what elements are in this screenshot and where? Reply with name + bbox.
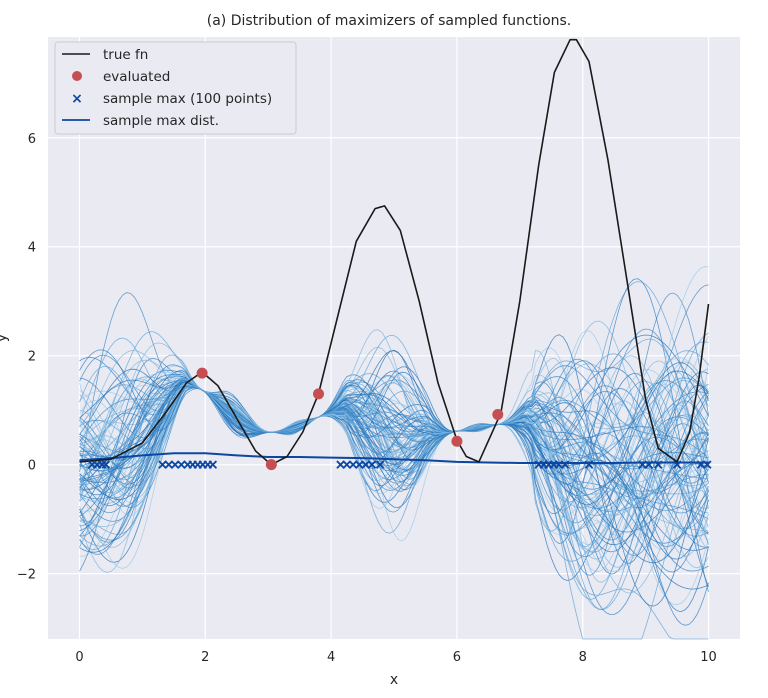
evaluated-point (492, 409, 504, 421)
y-tick-label: 4 (28, 241, 36, 256)
sample-max-marker (554, 460, 564, 469)
y-tick-label: 6 (28, 132, 36, 147)
legend-evaluated-dot (72, 71, 82, 81)
x-tick-label: 2 (201, 650, 209, 665)
legend-label-evaluated: evaluated (103, 69, 170, 85)
sample-path (79, 378, 709, 546)
sample-max-marker (653, 460, 663, 469)
sample-max-marker (367, 460, 377, 469)
sample-path (79, 374, 709, 537)
sample-path (79, 378, 709, 516)
sample-max-marker (355, 460, 364, 469)
sample-max-marker (560, 460, 570, 469)
sample-max-marker (584, 460, 594, 469)
legend-label-sample-max-dist: sample max dist. (103, 113, 219, 129)
sample-max-stroke (208, 460, 218, 469)
sample-max-marker (336, 460, 345, 469)
sample-path (79, 349, 709, 583)
sample-max-marker (644, 460, 654, 469)
y-tick-label: 0 (28, 459, 36, 474)
x-tick-label: 0 (75, 650, 83, 665)
legend-sample-max-x: × (71, 91, 83, 107)
sample-max-stroke (375, 460, 385, 469)
sample-max-stroke (336, 460, 345, 469)
sample-path (79, 380, 709, 514)
axis-ticks: 0 2 4 6 8 10 −2 0 2 4 6 (17, 132, 717, 665)
chart-title: (a) Distribution of maximizers of sample… (207, 13, 572, 29)
sample-max-stroke (348, 460, 358, 469)
x-tick-label: 4 (327, 650, 335, 665)
sample-max-marker (158, 460, 167, 469)
chart-marks (79, 38, 712, 471)
sample-max-marker (170, 460, 180, 469)
sample-max-stroke (158, 460, 167, 469)
sample-path (79, 375, 709, 607)
sample-max-stroke (584, 460, 594, 469)
sample-max-marker (375, 460, 385, 469)
sample-max-marker (164, 460, 174, 469)
sample-path (79, 349, 709, 533)
sample-max-stroke (672, 460, 682, 469)
legend-label-true-fn: true fn (103, 47, 148, 63)
sample-max-stroke (361, 460, 370, 469)
legend: true fn evaluated × sample max (100 poin… (54, 41, 297, 135)
sample-path (79, 284, 709, 555)
sample-path (79, 376, 709, 514)
evaluated-point (451, 435, 463, 447)
sample-path (79, 367, 709, 535)
x-tick-label: 10 (700, 650, 717, 665)
sample-max-stroke (367, 460, 377, 469)
sample-max-stroke (101, 460, 111, 469)
sample-max-marker (703, 460, 712, 469)
sample-max-stroke (177, 460, 186, 469)
sample-max-marker (208, 460, 218, 469)
sample-max-stroke (644, 460, 654, 469)
sample-path (79, 386, 709, 552)
sample-max-stroke (696, 460, 706, 469)
evaluated-point (196, 367, 208, 379)
x-tick-label: 8 (579, 650, 587, 665)
sample-path (79, 353, 709, 514)
sample-max-stroke (560, 460, 570, 469)
sample-max-marker (672, 460, 682, 469)
x-axis-label: x (390, 672, 398, 688)
true-fn-line (79, 38, 710, 466)
sample-max-marker (177, 460, 186, 469)
sample-path (79, 281, 709, 532)
y-tick-label: 2 (28, 350, 36, 365)
sample-path (79, 366, 709, 469)
sample-max-stroke (703, 460, 712, 469)
y-axis-label: y (0, 334, 10, 342)
sample-max-marker (342, 460, 352, 469)
sample-max-stroke (170, 460, 180, 469)
sample-max-stroke (355, 460, 364, 469)
sample-path (79, 342, 709, 495)
evaluated-point (313, 388, 325, 400)
legend-label-sample-max: sample max (100 points) (103, 91, 272, 107)
sample-max-marker (638, 460, 647, 469)
sample-max-stroke (164, 460, 174, 469)
y-tick-label: −2 (17, 568, 36, 583)
sample-max-marker (101, 460, 111, 469)
sample-path (79, 373, 709, 495)
sample-max-marker (348, 460, 358, 469)
sample-max-marker (696, 460, 706, 469)
sample-max-stroke (638, 460, 647, 469)
sample-max-stroke (653, 460, 663, 469)
sample-path (79, 380, 709, 564)
x-tick-label: 6 (453, 650, 461, 665)
sample-max-stroke (554, 460, 564, 469)
legend-box (54, 41, 297, 135)
evaluated-point (265, 459, 277, 471)
sample-max-stroke (342, 460, 352, 469)
sample-max-dist-line (79, 452, 709, 464)
sample-max-marker (361, 460, 370, 469)
